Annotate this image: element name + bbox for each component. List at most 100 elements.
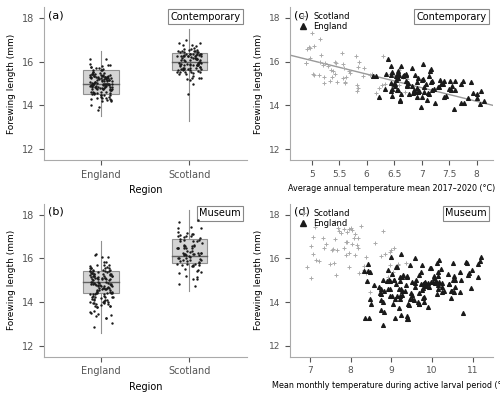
Point	[100, 259, 108, 265]
England	[446, 86, 454, 93]
England	[396, 274, 404, 280]
Scotland	[388, 269, 396, 276]
Point	[180, 237, 188, 243]
Bar	[84, 70, 119, 95]
Point	[187, 46, 195, 52]
England	[394, 75, 402, 81]
England	[403, 313, 411, 320]
Point	[107, 97, 115, 103]
Point	[92, 293, 100, 300]
England	[386, 63, 394, 69]
England	[438, 81, 446, 87]
England	[467, 79, 475, 85]
Scotland	[347, 225, 355, 232]
England	[382, 71, 390, 77]
Point	[193, 274, 201, 280]
Point	[92, 289, 100, 296]
England	[467, 285, 475, 291]
Point	[102, 275, 110, 281]
Point	[104, 299, 112, 306]
Point	[86, 72, 94, 78]
England	[388, 93, 396, 100]
Point	[101, 84, 109, 90]
Scotland	[310, 43, 318, 49]
Scotland	[378, 82, 386, 88]
Point	[90, 308, 98, 314]
Point	[182, 266, 190, 272]
Point	[190, 55, 198, 61]
England	[377, 285, 385, 292]
Point	[183, 230, 191, 237]
Scotland	[312, 257, 320, 263]
England	[452, 87, 460, 93]
Point	[194, 237, 202, 243]
Point	[88, 69, 96, 75]
Point	[198, 75, 205, 81]
Scotland	[384, 274, 392, 280]
Point	[178, 53, 186, 59]
Point	[87, 63, 95, 70]
Scotland	[402, 88, 409, 95]
Point	[86, 291, 94, 298]
England	[402, 282, 410, 288]
Point	[96, 84, 104, 91]
Point	[105, 82, 113, 89]
Point	[189, 51, 197, 57]
England	[434, 286, 442, 292]
Point	[174, 67, 182, 73]
Y-axis label: Forewing length (mm): Forewing length (mm)	[254, 34, 263, 134]
England	[408, 279, 416, 285]
Point	[104, 81, 112, 88]
Point	[88, 294, 96, 300]
Point	[179, 53, 187, 60]
Point	[103, 269, 111, 275]
England	[428, 77, 436, 84]
England	[376, 290, 384, 296]
England	[408, 65, 416, 71]
Scotland	[394, 261, 402, 267]
Scotland	[328, 73, 336, 80]
England	[433, 291, 441, 297]
England	[421, 282, 429, 288]
England	[476, 258, 484, 264]
England	[366, 269, 374, 276]
Scotland	[316, 72, 324, 79]
Point	[174, 245, 182, 251]
Point	[198, 250, 205, 256]
Point	[88, 83, 96, 89]
Point	[104, 285, 112, 292]
England	[388, 271, 396, 277]
Scotland	[346, 69, 354, 76]
England	[386, 278, 394, 284]
Point	[180, 65, 188, 71]
Point	[177, 61, 185, 67]
Point	[102, 81, 110, 88]
Scotland	[362, 254, 370, 260]
England	[390, 277, 398, 283]
Scotland	[320, 245, 328, 251]
England	[377, 297, 385, 303]
England	[427, 79, 435, 85]
Scotland	[345, 250, 353, 256]
Point	[174, 255, 182, 262]
England	[417, 104, 425, 111]
Point	[190, 241, 198, 248]
Point	[86, 281, 94, 288]
Point	[88, 267, 96, 274]
England	[385, 277, 393, 284]
England	[392, 281, 400, 288]
Point	[107, 290, 115, 296]
Point	[193, 276, 201, 282]
Point	[190, 262, 198, 269]
England	[394, 67, 402, 74]
Point	[92, 313, 100, 319]
England	[420, 295, 428, 301]
Point	[90, 275, 98, 281]
Point	[88, 267, 96, 274]
Scotland	[310, 224, 318, 231]
England	[403, 83, 411, 89]
Point	[173, 69, 181, 75]
England	[377, 291, 385, 297]
Point	[89, 291, 97, 298]
England	[398, 273, 406, 280]
